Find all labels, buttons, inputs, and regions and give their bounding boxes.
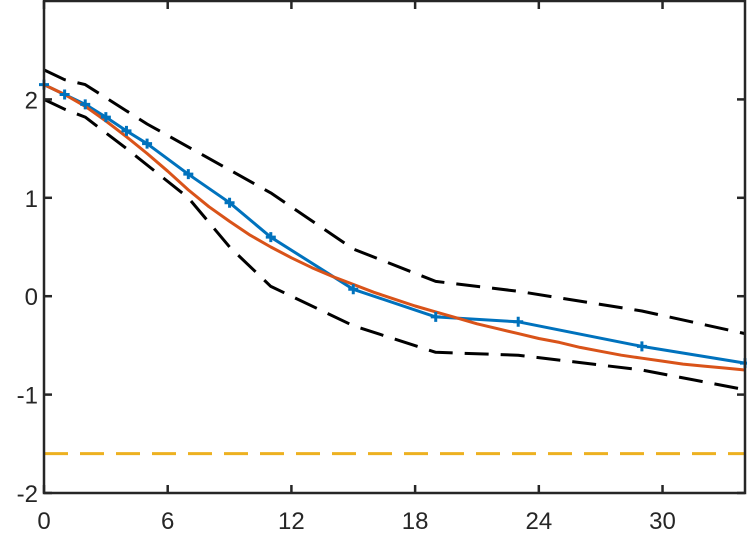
observed-marker [80, 99, 91, 110]
observed-marker [224, 197, 235, 208]
observed-marker [59, 89, 70, 100]
series-layer [43, 68, 746, 456]
x-tick-label: 0 [37, 508, 50, 535]
observed-marker [265, 232, 276, 243]
observed-marker [636, 341, 647, 352]
observed-marker [142, 138, 153, 149]
observed-marker [348, 284, 359, 295]
y-tick-label: -1 [17, 383, 38, 410]
lower-bound-line [43, 98, 746, 392]
y-tick-label: 0 [25, 284, 38, 311]
fitted-line [43, 83, 746, 372]
observed-marker [121, 125, 132, 136]
observed-marker [513, 316, 524, 327]
observed-marker [183, 169, 194, 180]
x-tick-label: 30 [649, 508, 676, 535]
x-tick-label: 24 [525, 508, 552, 535]
y-tick-label: 1 [25, 186, 38, 213]
y-tick-label: -2 [17, 481, 38, 508]
marker-layer [39, 79, 747, 369]
x-tick-label: 6 [161, 508, 174, 535]
tick-layer [42, 1, 745, 495]
observed-marker [100, 112, 111, 123]
x-tick-label: 12 [278, 508, 305, 535]
y-tick-label: 2 [25, 87, 38, 114]
observed-marker [430, 311, 441, 322]
upper-bound-line [43, 68, 746, 336]
axes-box [42, 0, 747, 495]
x-tick-label: 18 [402, 508, 429, 535]
observed-line [43, 83, 746, 365]
